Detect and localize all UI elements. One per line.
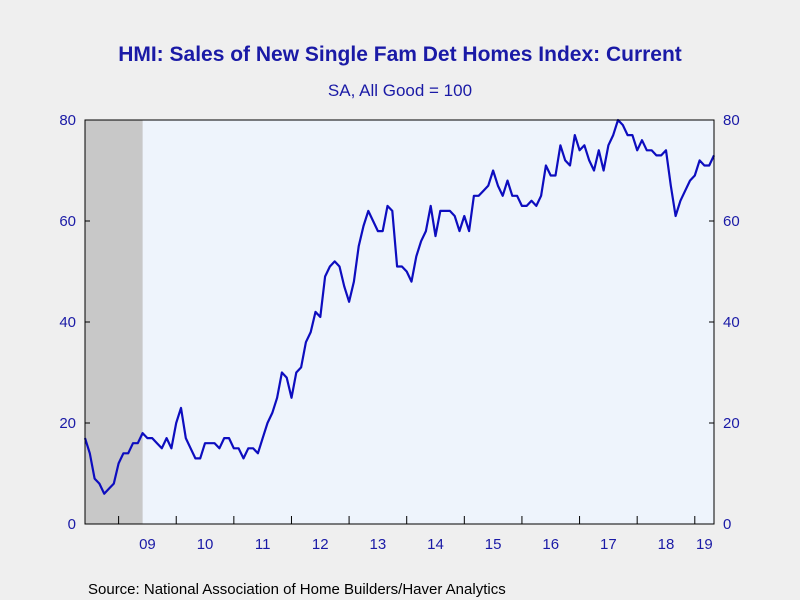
x-tick-label: 09	[139, 536, 156, 553]
x-tick-label: 19	[696, 536, 713, 553]
plot-area	[85, 120, 714, 524]
left-tick-label: 40	[59, 314, 76, 331]
x-tick-label: 17	[600, 536, 617, 553]
plot-frame	[84, 119, 715, 525]
x-tick-label: 16	[542, 536, 559, 553]
x-tick-label: 10	[197, 536, 214, 553]
left-axis-ticks: 0 20 40 60 80	[59, 112, 90, 533]
recession-shading	[85, 120, 143, 524]
series-line	[83, 118, 715, 495]
right-tick-label: 0	[723, 516, 731, 533]
left-tick-label: 80	[59, 112, 76, 129]
x-tick-label: 18	[658, 536, 675, 553]
right-tick-label: 40	[723, 314, 740, 331]
source-note: Source: National Association of Home Bui…	[88, 581, 506, 598]
left-tick-label: 60	[59, 213, 76, 230]
left-tick-label: 0	[68, 516, 76, 533]
chart-subtitle: SA, All Good = 100	[328, 81, 472, 100]
right-tick-label: 60	[723, 213, 740, 230]
x-tick-label: 11	[255, 536, 271, 553]
x-axis-ticks: 09 10 11 12 13 14 15 16 17 18 19	[118, 516, 713, 553]
x-tick-label: 12	[312, 536, 329, 553]
x-tick-label: 14	[427, 536, 444, 553]
x-tick-label: 13	[370, 536, 387, 553]
right-tick-label: 80	[723, 112, 740, 129]
right-tick-label: 20	[723, 415, 740, 432]
left-tick-label: 20	[59, 415, 76, 432]
x-tick-label: 15	[485, 536, 502, 553]
chart-title: HMI: Sales of New Single Fam Det Homes I…	[118, 43, 682, 66]
